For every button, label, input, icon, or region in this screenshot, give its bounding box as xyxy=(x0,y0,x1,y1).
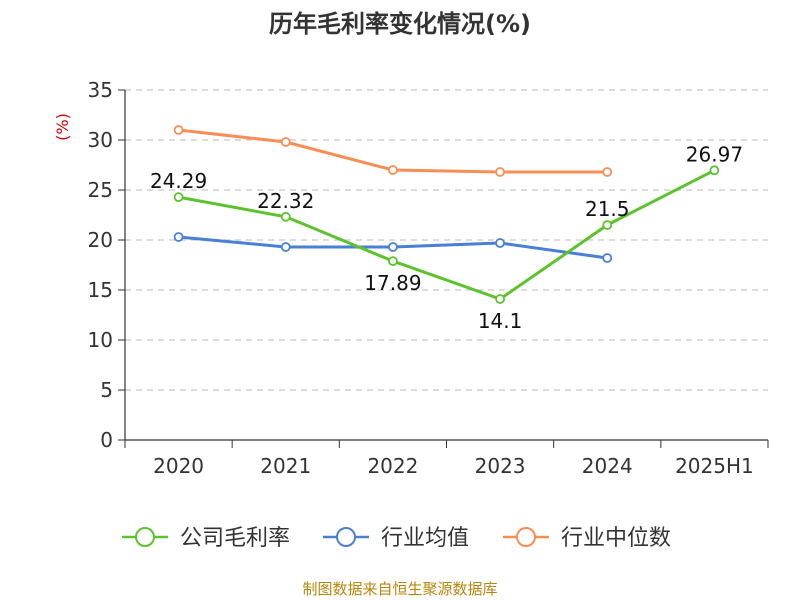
grid xyxy=(125,89,768,391)
y-tick-label: 25 xyxy=(88,178,113,202)
data-point xyxy=(280,137,291,147)
y-tick-label: 30 xyxy=(88,128,113,152)
chart-title: 历年毛利率变化情况(%) xyxy=(269,10,531,38)
x-tick-label: 2023 xyxy=(475,454,526,478)
data-point xyxy=(709,165,720,176)
data-point xyxy=(280,211,291,222)
data-point xyxy=(173,125,184,135)
data-label: 17.89 xyxy=(364,271,421,295)
data-point xyxy=(173,232,184,242)
legend-item: 行业中位数 xyxy=(503,526,671,551)
x-tick-label: 2022 xyxy=(367,454,418,478)
data-label: 26.97 xyxy=(686,142,743,166)
y-axis-label: (%) xyxy=(53,113,72,141)
data-label: 21.5 xyxy=(585,197,630,221)
data-label: 14.1 xyxy=(478,309,523,333)
y-tick-label: 15 xyxy=(88,278,113,302)
x-tick-label: 2024 xyxy=(582,454,633,478)
y-tick-label: 35 xyxy=(88,78,113,102)
data-point xyxy=(280,242,291,252)
legend-swatch-marker xyxy=(135,527,155,547)
x-tick-label: 2021 xyxy=(260,454,311,478)
data-point xyxy=(495,167,505,177)
data-point xyxy=(388,242,398,252)
data-label: 24.29 xyxy=(150,169,207,193)
legend-swatch-marker xyxy=(516,527,536,547)
data-point xyxy=(173,192,184,203)
data-label: 22.32 xyxy=(257,189,314,213)
x-tick-label: 2020 xyxy=(153,454,204,478)
data-point xyxy=(602,167,613,177)
source-note: 制图数据来自恒生聚源数据库 xyxy=(302,580,497,598)
y-tick-label: 0 xyxy=(100,428,113,452)
data-point xyxy=(388,165,398,175)
series xyxy=(173,125,720,304)
legend: 公司毛利率 行业均值 行业中位数 xyxy=(122,526,671,551)
data-point xyxy=(495,238,505,248)
legend-item: 行业均值 xyxy=(323,526,469,551)
data-point xyxy=(495,294,505,304)
data-labels: 24.29 22.32 17.89 14.1 21.5 26.97 xyxy=(150,142,743,333)
legend-label: 公司毛利率 xyxy=(180,526,290,551)
y-tick-label: 20 xyxy=(88,228,113,252)
series-line xyxy=(178,168,716,301)
legend-label: 行业均值 xyxy=(381,526,469,551)
legend-label: 行业中位数 xyxy=(561,526,671,551)
data-point xyxy=(602,253,613,263)
legend-item: 公司毛利率 xyxy=(122,526,290,551)
legend-swatch-marker xyxy=(336,527,356,547)
data-point xyxy=(388,256,398,267)
y-tick-label: 10 xyxy=(88,328,113,352)
y-tick-label: 5 xyxy=(100,378,113,402)
axes: 0 5 10 15 20 25 30 35 2020 2021 2022 2023 2024 2025H1 xyxy=(88,78,769,478)
x-tick-label: 2025H1 xyxy=(675,454,754,478)
data-point xyxy=(602,220,613,230)
